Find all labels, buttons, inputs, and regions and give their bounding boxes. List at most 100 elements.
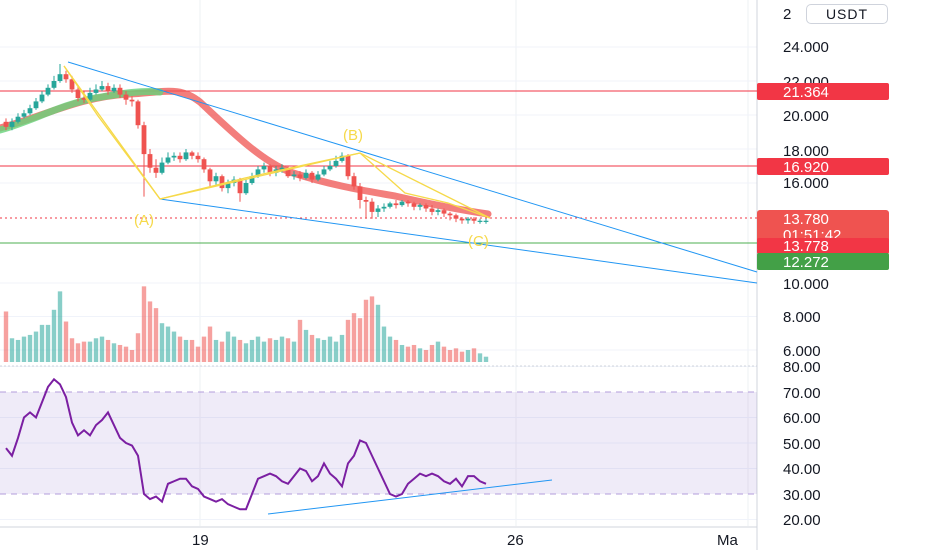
volume-bar	[153, 308, 159, 362]
abc-wave-path-b-leg	[159, 152, 361, 200]
volume-bar	[297, 319, 303, 362]
candle-body	[99, 86, 105, 90]
wave-label-a: (A)	[134, 212, 154, 229]
volume-bar	[69, 338, 75, 362]
candle-body	[327, 166, 333, 170]
volume-bar	[255, 336, 261, 362]
volume-bar	[189, 339, 195, 362]
volume-bar	[123, 346, 129, 362]
volume-bar	[201, 336, 207, 362]
volume-bar	[339, 334, 345, 362]
candle-body	[3, 121, 9, 127]
candle-body	[435, 210, 441, 212]
volume-bar	[393, 339, 399, 362]
candle-body	[9, 121, 15, 127]
price-axis-label: 24.000	[783, 39, 829, 56]
price-tag-21364[interactable]: 21.364	[757, 83, 889, 101]
rsi-axis-label: 20.00	[783, 512, 821, 529]
rsi-divergence-trendline[interactable]	[267, 479, 553, 515]
candle-body	[159, 162, 165, 173]
volume-bar	[15, 339, 21, 362]
current-price-label: 13.780	[783, 211, 829, 228]
currency-selector-button[interactable]: USDT	[806, 4, 888, 24]
volume-bar	[399, 344, 405, 362]
candle-body	[213, 176, 219, 182]
volume-bar	[63, 321, 69, 362]
volume-bar	[351, 313, 357, 362]
price-axis: 2 24.000 22.000 20.000 18.000 16.000 10.…	[783, 6, 829, 360]
wedge-lower-trendline[interactable]	[159, 198, 758, 284]
candle-body	[339, 155, 345, 161]
wave-label-b: (B)	[343, 127, 363, 144]
price-tag-label: 21.364	[783, 84, 829, 101]
candle-body	[123, 94, 129, 100]
volume-bar	[33, 331, 39, 362]
rsi-band	[0, 392, 757, 494]
price-tag-label: 12.272	[783, 254, 829, 271]
candle-body	[15, 116, 21, 122]
volume-bar	[345, 319, 351, 362]
candle-body	[387, 203, 393, 207]
volume-bar	[141, 286, 147, 362]
volume-bar	[435, 341, 441, 362]
volume-bar	[195, 346, 201, 362]
volume-bar	[465, 350, 471, 362]
volume-bar	[129, 350, 135, 362]
volume-bar	[93, 338, 99, 362]
candle-body	[291, 174, 297, 177]
volume-bar	[147, 301, 153, 362]
candle-body	[309, 172, 315, 180]
candle-body	[51, 81, 57, 88]
volume-bar	[321, 339, 327, 362]
volume-bar	[219, 341, 225, 362]
candle-body	[399, 201, 405, 206]
volume-bars	[3, 286, 489, 362]
candle-body	[405, 201, 411, 204]
volume-bar	[405, 346, 411, 362]
candle-body	[117, 87, 123, 95]
candle-body	[75, 89, 81, 98]
candle-body	[459, 218, 465, 221]
volume-bar	[453, 348, 459, 362]
candle-body	[141, 125, 147, 155]
volume-bar	[363, 299, 369, 362]
candle-body	[279, 167, 285, 170]
volume-bar	[75, 343, 81, 362]
volume-bar	[309, 334, 315, 362]
volume-bar	[333, 341, 339, 362]
volume-bar	[225, 331, 231, 362]
rsi-line	[5, 377, 487, 511]
price-tag-label: 13.778	[783, 238, 829, 255]
candle-body	[105, 86, 111, 92]
rsi-axis-label: 70.00	[783, 385, 821, 402]
rsi-axis-label: 40.00	[783, 461, 821, 478]
volume-bar	[99, 336, 105, 362]
volume-bar	[471, 348, 477, 362]
volume-bar	[207, 326, 213, 362]
volume-bar	[411, 344, 417, 362]
candle-body	[177, 155, 183, 160]
rsi-axis-label: 60.00	[783, 410, 821, 427]
volume-bar	[87, 341, 93, 362]
candle-body	[129, 99, 135, 102]
candle-body	[333, 160, 339, 166]
abc-wave-path[interactable]	[63, 65, 491, 219]
time-axis-label: 19	[192, 532, 209, 549]
price-tag-12272[interactable]: 12.272	[757, 253, 889, 271]
volume-bar	[81, 341, 87, 362]
candle-body	[33, 101, 39, 109]
wedge-upper-trendline[interactable]	[67, 61, 758, 273]
volume-bar	[327, 336, 333, 362]
candle-body	[87, 92, 93, 100]
price-tag-16920[interactable]: 16.920	[757, 158, 889, 176]
candle-body	[441, 210, 447, 214]
volume-bar	[441, 346, 447, 362]
time-axis-label: 26	[507, 532, 524, 549]
candle-body	[363, 200, 369, 202]
volume-bar	[243, 343, 249, 362]
vertical-gridlines	[199, 0, 749, 526]
volume-bar	[381, 326, 387, 362]
price-tag-13778[interactable]: 13.778	[757, 238, 889, 255]
candle-body	[417, 205, 423, 207]
